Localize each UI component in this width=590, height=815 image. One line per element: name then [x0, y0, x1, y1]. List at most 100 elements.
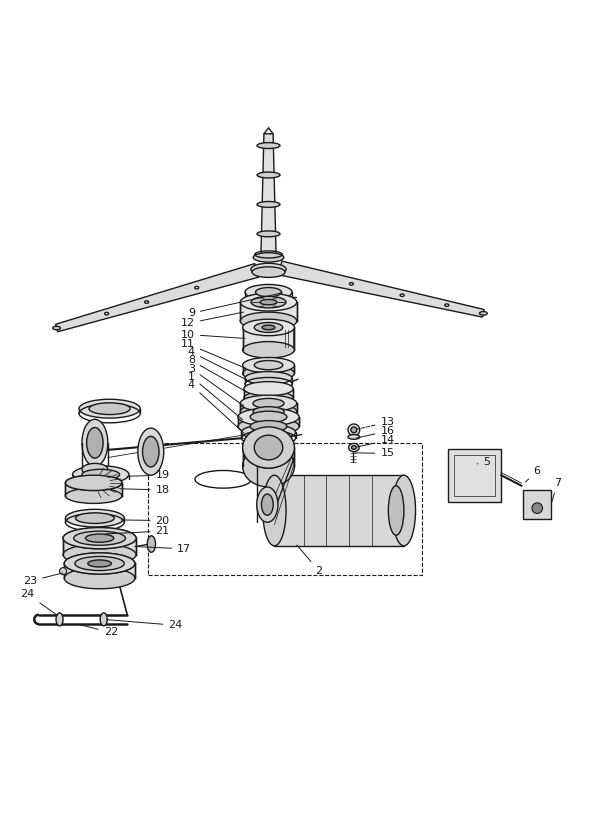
Ellipse shape	[242, 366, 294, 381]
Ellipse shape	[245, 372, 292, 385]
Ellipse shape	[64, 553, 135, 574]
Ellipse shape	[257, 201, 280, 207]
Text: 2: 2	[297, 545, 323, 576]
Text: 19: 19	[127, 470, 169, 480]
Text: 8: 8	[188, 355, 247, 392]
Bar	[523, 490, 551, 519]
Ellipse shape	[244, 391, 293, 405]
Ellipse shape	[65, 475, 122, 491]
Text: 21: 21	[105, 526, 169, 536]
Ellipse shape	[79, 399, 140, 418]
Ellipse shape	[245, 284, 292, 300]
Ellipse shape	[257, 143, 280, 148]
Ellipse shape	[89, 403, 130, 415]
Ellipse shape	[240, 403, 297, 420]
Ellipse shape	[64, 553, 135, 574]
FancyBboxPatch shape	[448, 449, 501, 502]
Ellipse shape	[257, 172, 280, 178]
Ellipse shape	[86, 534, 114, 542]
Ellipse shape	[242, 446, 294, 487]
Ellipse shape	[238, 408, 299, 425]
Polygon shape	[65, 482, 122, 496]
Ellipse shape	[65, 509, 124, 527]
Ellipse shape	[250, 412, 287, 423]
Ellipse shape	[254, 360, 283, 370]
Text: 22: 22	[80, 625, 118, 637]
Ellipse shape	[148, 535, 156, 553]
Ellipse shape	[352, 446, 356, 449]
Ellipse shape	[349, 443, 359, 452]
Bar	[454, 455, 495, 496]
Ellipse shape	[254, 323, 283, 333]
Text: 10: 10	[181, 329, 245, 340]
Text: 18: 18	[120, 485, 169, 495]
Ellipse shape	[53, 326, 61, 330]
Ellipse shape	[242, 427, 294, 468]
Ellipse shape	[262, 325, 275, 330]
Ellipse shape	[348, 424, 360, 436]
Text: 14: 14	[356, 435, 395, 447]
Ellipse shape	[242, 358, 294, 372]
Ellipse shape	[138, 428, 164, 475]
Bar	[148, 443, 421, 575]
Polygon shape	[242, 447, 294, 466]
Ellipse shape	[348, 434, 360, 439]
Text: 16: 16	[356, 426, 394, 438]
Text: 11: 11	[181, 339, 245, 368]
Text: 5: 5	[477, 456, 490, 467]
Ellipse shape	[63, 544, 136, 566]
Ellipse shape	[75, 557, 124, 570]
Ellipse shape	[64, 567, 135, 588]
Polygon shape	[242, 328, 294, 350]
Ellipse shape	[260, 299, 277, 305]
Polygon shape	[240, 302, 297, 321]
Ellipse shape	[241, 425, 296, 440]
Polygon shape	[278, 261, 484, 317]
Text: 23: 23	[23, 573, 63, 586]
Ellipse shape	[244, 381, 293, 396]
Polygon shape	[240, 403, 297, 412]
Ellipse shape	[238, 417, 299, 435]
Ellipse shape	[63, 527, 136, 548]
Polygon shape	[274, 475, 404, 546]
Ellipse shape	[76, 513, 114, 523]
Ellipse shape	[65, 475, 122, 491]
Ellipse shape	[74, 531, 126, 545]
Text: 1: 1	[188, 372, 243, 420]
Polygon shape	[55, 263, 258, 332]
Text: 4: 4	[188, 347, 247, 380]
Circle shape	[60, 567, 67, 575]
Polygon shape	[238, 417, 299, 426]
Ellipse shape	[73, 466, 129, 483]
Ellipse shape	[251, 263, 286, 275]
Polygon shape	[242, 365, 294, 373]
Ellipse shape	[82, 469, 120, 480]
Ellipse shape	[254, 435, 283, 460]
Ellipse shape	[257, 231, 280, 237]
Ellipse shape	[251, 297, 286, 308]
Text: 15: 15	[355, 448, 394, 458]
Ellipse shape	[242, 341, 294, 358]
Ellipse shape	[400, 294, 404, 297]
Text: 3: 3	[188, 363, 244, 406]
Text: 20: 20	[121, 516, 169, 526]
Ellipse shape	[252, 267, 285, 277]
Ellipse shape	[261, 494, 273, 515]
Ellipse shape	[253, 253, 284, 262]
Ellipse shape	[253, 407, 284, 416]
Ellipse shape	[242, 427, 294, 468]
Ellipse shape	[255, 288, 281, 297]
Ellipse shape	[63, 527, 136, 548]
Text: 24: 24	[106, 619, 183, 630]
Ellipse shape	[351, 427, 357, 433]
Ellipse shape	[56, 613, 63, 626]
Ellipse shape	[145, 301, 149, 303]
Polygon shape	[261, 134, 276, 258]
Ellipse shape	[100, 613, 107, 626]
Ellipse shape	[87, 428, 103, 458]
Text: 13: 13	[356, 417, 394, 430]
Text: 24: 24	[21, 589, 57, 615]
Circle shape	[91, 528, 103, 540]
Ellipse shape	[263, 475, 286, 546]
Ellipse shape	[250, 421, 287, 432]
